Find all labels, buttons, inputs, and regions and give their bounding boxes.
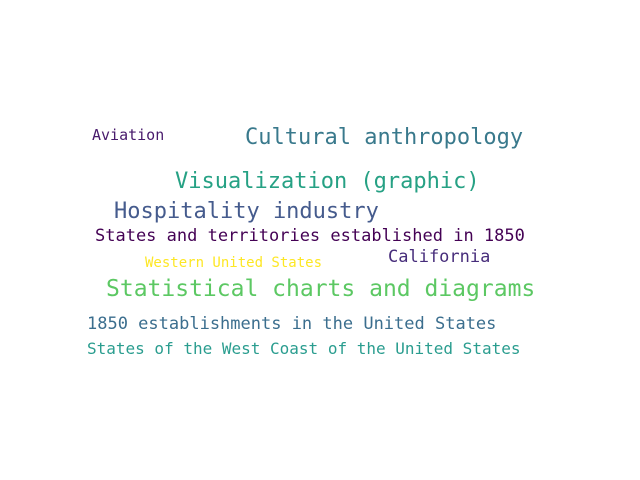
word-hospitality-industry: Hospitality industry xyxy=(114,199,379,224)
word-visualization-graphic: Visualization (graphic) xyxy=(175,169,480,194)
word-cultural-anthropology: Cultural anthropology xyxy=(245,125,524,150)
word-california: California xyxy=(388,247,491,267)
word-western-united-states: Western United States xyxy=(145,255,323,271)
word-aviation: Aviation xyxy=(92,126,165,144)
word-west-coast-states: States of the West Coast of the United S… xyxy=(87,339,521,358)
word-1850-establishments: 1850 establishments in the United States xyxy=(87,314,497,334)
word-states-territories-1850: States and territories established in 18… xyxy=(95,226,525,246)
word-statistical-charts: Statistical charts and diagrams xyxy=(106,276,536,302)
